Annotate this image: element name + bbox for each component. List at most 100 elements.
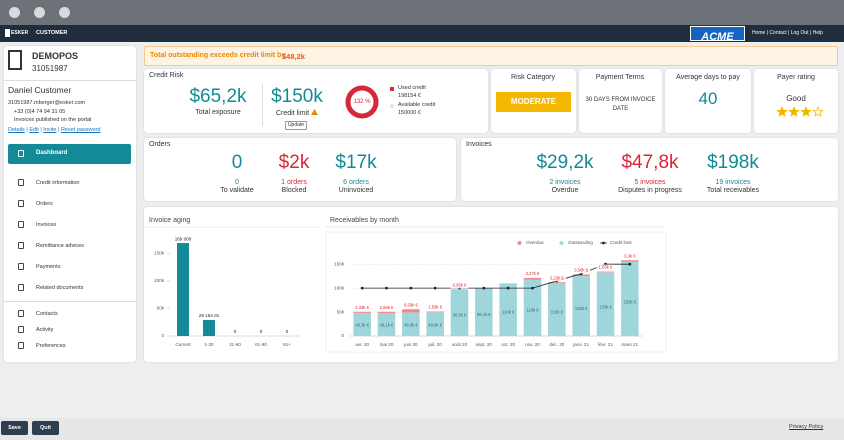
risk-value: MODERATE <box>510 97 557 106</box>
sidebar: DEMOPOS 31051987 Daniel Customer 3105198… <box>4 46 136 362</box>
label-bg <box>523 270 542 277</box>
limit-label-row: Credit limit <box>275 109 319 117</box>
bar-segment <box>353 311 371 313</box>
menu-item-active: Dashboard <box>36 150 68 156</box>
line-point <box>482 286 486 290</box>
save-label: Save <box>8 425 21 431</box>
nav-link[interactable]: Home <box>752 30 766 36</box>
data-label: 3,56k € <box>574 268 588 273</box>
line-point <box>409 286 413 290</box>
menu-item[interactable]: Preferences <box>8 340 131 352</box>
data-label: 0 <box>260 329 263 334</box>
menu-item[interactable]: Credit information <box>8 177 131 189</box>
gauge-label: 132 % <box>353 99 371 105</box>
x-tick-label: 1-30 <box>204 342 214 347</box>
save-button[interactable]: Save <box>1 421 28 435</box>
legend-marker <box>602 241 605 245</box>
nav-link[interactable]: Help <box>812 30 823 36</box>
x-tick-label: sept. 20 <box>476 342 493 347</box>
chart-frame <box>325 231 667 353</box>
privacy-link[interactable]: Privacy Policy <box>789 424 824 430</box>
bar-segment <box>523 277 542 280</box>
credit-risk-card: Credit Risk $65,2k Total exposure $150k … <box>144 69 488 133</box>
dashboard-button[interactable]: Dashboard <box>8 144 131 164</box>
customer-logo: ACME <box>690 26 745 43</box>
card-title: Payment Terms <box>595 74 645 81</box>
kpi-label: Blocked <box>281 187 307 194</box>
window-dot[interactable] <box>34 7 45 18</box>
label-bg <box>426 304 445 311</box>
window-dot[interactable] <box>59 7 70 18</box>
data-label: 110k € <box>551 309 564 314</box>
menu-item[interactable]: Related documents <box>8 282 131 294</box>
star <box>812 106 824 117</box>
bar-segment <box>621 261 639 336</box>
menu-item[interactable]: Payments <box>8 261 131 273</box>
nav-link[interactable]: Contact <box>769 30 787 36</box>
x-tick-label: juin 20 <box>403 342 418 347</box>
limit-label: Credit limit <box>275 110 310 117</box>
menu-icon <box>18 263 24 270</box>
bar-segment <box>402 309 420 313</box>
bar-segment <box>402 312 420 336</box>
line-point <box>628 262 632 266</box>
label-bg <box>450 282 469 289</box>
x-tick-label: juil. 20 <box>428 342 443 347</box>
label-bg <box>596 264 615 271</box>
payer-rating-card: Payer rating Good <box>754 69 838 133</box>
menu-icon <box>18 221 24 228</box>
menu-item[interactable]: Activity <box>8 324 131 336</box>
payment-terms-value: 30 DAYS FROM INVOICE DATE <box>585 97 656 112</box>
alert-text: Total outstanding exceeds credit limit b… <box>150 52 286 59</box>
menu-icon <box>18 310 24 317</box>
bar-segment <box>548 283 566 336</box>
footer: Save Quit Privacy Policy <box>0 418 844 440</box>
x-tick-label: mars 21 <box>622 342 639 347</box>
contact-link[interactable]: Invite <box>43 127 57 133</box>
gauge-ring <box>345 85 379 119</box>
x-tick-label: janv. 21 <box>572 342 589 347</box>
star <box>800 106 812 117</box>
update-button[interactable]: Update <box>285 121 307 130</box>
contact-link[interactable]: Reset password <box>60 127 101 133</box>
x-tick-label: oct. 20 <box>501 342 515 347</box>
charts: Invoice aging Receivables by month 0 50k 1… <box>144 217 667 353</box>
nav-link[interactable]: Log Out <box>790 30 809 36</box>
line-point <box>433 286 437 290</box>
data-label: 3,3k € <box>624 253 636 258</box>
quit-label: Quit <box>40 425 51 431</box>
contact-link[interactable]: Details <box>8 127 25 133</box>
contact-link[interactable]: Edit <box>29 127 39 133</box>
label-bg <box>401 302 420 309</box>
data-label: 96,5k € <box>453 312 467 317</box>
window-dot[interactable] <box>9 7 20 18</box>
bar-segment <box>596 271 615 273</box>
logo-mark <box>5 29 10 37</box>
x-tick-label: 91+ <box>283 342 291 347</box>
bar-segment <box>523 279 542 336</box>
bar-segment <box>572 274 590 277</box>
menu-item[interactable]: Contacts <box>8 308 131 320</box>
y-tick-label: 100k <box>334 285 345 290</box>
menu-item[interactable]: Invoices <box>8 219 131 231</box>
menu-item[interactable]: Remittance advices <box>8 240 131 252</box>
exposure-value: $65,2k <box>189 86 247 107</box>
bar-segment <box>621 260 639 262</box>
contact-phone: +33 (0)4 74 94 31 05 <box>14 109 66 115</box>
kpi-label: Total receivables <box>706 187 760 194</box>
data-label: 155k € <box>624 300 637 305</box>
used-value: 198154 € <box>398 93 421 99</box>
data-label: 3,27k € <box>526 271 540 276</box>
menu-label: Payments <box>36 264 61 270</box>
quit-button[interactable]: Quit <box>32 421 59 435</box>
bar-segment <box>475 288 493 336</box>
kpi-amount: $2k <box>278 152 310 173</box>
kpi-label: To validate <box>220 187 254 194</box>
kpi-count: 0 <box>235 179 239 186</box>
menu-label: Credit information <box>36 180 80 186</box>
menu-item[interactable]: Orders <box>8 198 131 210</box>
legend-marker <box>517 241 522 245</box>
menu-icon <box>18 150 24 157</box>
kpi-count: 5 invoices <box>634 179 666 186</box>
credit-gauge <box>345 85 379 119</box>
